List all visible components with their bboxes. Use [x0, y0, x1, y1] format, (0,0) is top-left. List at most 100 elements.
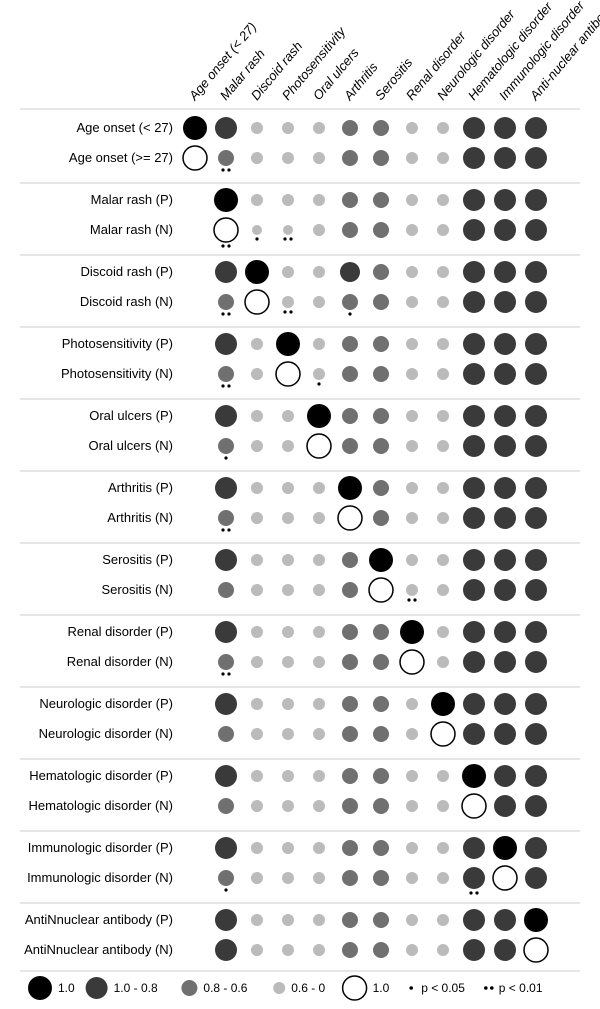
row-label: Neurologic disorder (P): [39, 696, 173, 711]
data-dot: [463, 723, 485, 745]
data-dot: [251, 656, 263, 668]
data-dot: [218, 582, 234, 598]
legend-swatch: [181, 980, 197, 996]
data-dot: [313, 872, 325, 884]
data-dot: [494, 261, 516, 283]
data-dot: [282, 728, 294, 740]
legend-swatch: [343, 976, 367, 1000]
data-dot: [373, 798, 389, 814]
data-dot: [342, 768, 358, 784]
data-dot: [373, 222, 389, 238]
data-dot: [406, 482, 418, 494]
data-dot: [251, 554, 263, 566]
row-label: Hematologic disorder (P): [29, 768, 173, 783]
data-dot: [437, 872, 449, 884]
sig-dot: [221, 672, 224, 675]
sig-dot: [283, 310, 286, 313]
data-dot: [369, 578, 393, 602]
data-dot: [494, 363, 516, 385]
data-dot: [494, 795, 516, 817]
data-dot: [463, 219, 485, 241]
sig-dot: [227, 384, 230, 387]
data-dot: [406, 122, 418, 134]
data-dot: [437, 440, 449, 452]
row-label: Oral ulcers (N): [88, 438, 173, 453]
data-dot: [251, 842, 263, 854]
data-dot: [494, 333, 516, 355]
data-dot: [437, 626, 449, 638]
data-dot: [251, 440, 263, 452]
sig-dot: [227, 244, 230, 247]
data-dot: [373, 366, 389, 382]
data-dot: [342, 654, 358, 670]
data-dot: [525, 147, 547, 169]
data-dot: [463, 189, 485, 211]
data-dot: [276, 362, 300, 386]
data-dot: [525, 867, 547, 889]
data-dot: [251, 194, 263, 206]
row-label: AntiNnuclear antibody (P): [25, 912, 173, 927]
data-dot: [373, 264, 389, 280]
data-dot: [494, 189, 516, 211]
data-dot: [463, 621, 485, 643]
legend-swatch: [28, 976, 52, 1000]
data-dot: [218, 366, 234, 382]
data-dot: [494, 477, 516, 499]
data-dot: [437, 482, 449, 494]
data-dot: [525, 693, 547, 715]
data-dot: [406, 152, 418, 164]
data-dot: [463, 261, 485, 283]
sig-dot: [221, 312, 224, 315]
data-dot: [282, 122, 294, 134]
data-dot: [313, 656, 325, 668]
data-dot: [437, 842, 449, 854]
row-label: Hematologic disorder (N): [29, 798, 174, 813]
data-dot: [437, 770, 449, 782]
data-dot: [373, 336, 389, 352]
data-dot: [525, 117, 547, 139]
data-dot: [373, 840, 389, 856]
data-dot: [494, 117, 516, 139]
data-dot: [282, 296, 294, 308]
data-dot: [342, 942, 358, 958]
data-dot: [406, 842, 418, 854]
sig-dot: [475, 891, 478, 894]
data-dot: [251, 944, 263, 956]
data-dot: [525, 579, 547, 601]
data-dot: [406, 440, 418, 452]
data-dot: [494, 939, 516, 961]
data-dot: [373, 510, 389, 526]
sig-dot: [221, 168, 224, 171]
data-dot: [313, 842, 325, 854]
legend-label: 1.0: [58, 981, 75, 995]
data-dot: [437, 944, 449, 956]
data-dot: [282, 266, 294, 278]
data-dot: [406, 728, 418, 740]
data-dot: [218, 294, 234, 310]
data-dot: [431, 722, 455, 746]
data-dot: [493, 866, 517, 890]
data-dot: [342, 624, 358, 640]
data-dot: [313, 944, 325, 956]
data-dot: [525, 435, 547, 457]
data-dot: [342, 552, 358, 568]
data-dot: [215, 261, 237, 283]
row-label: Malar rash (N): [90, 222, 173, 237]
data-dot: [406, 944, 418, 956]
row-label: Age onset (< 27): [77, 120, 173, 135]
sig-dot: [224, 456, 227, 459]
data-dot: [463, 117, 485, 139]
data-dot: [463, 693, 485, 715]
data-dot: [342, 912, 358, 928]
data-dot: [283, 225, 293, 235]
data-dot: [313, 482, 325, 494]
data-dot: [342, 192, 358, 208]
data-dot: [373, 726, 389, 742]
data-dot: [525, 261, 547, 283]
data-dot: [494, 549, 516, 571]
data-dot: [437, 296, 449, 308]
sig-dot: [227, 312, 230, 315]
data-dot: [525, 405, 547, 427]
data-dot: [525, 723, 547, 745]
data-dot: [406, 584, 418, 596]
